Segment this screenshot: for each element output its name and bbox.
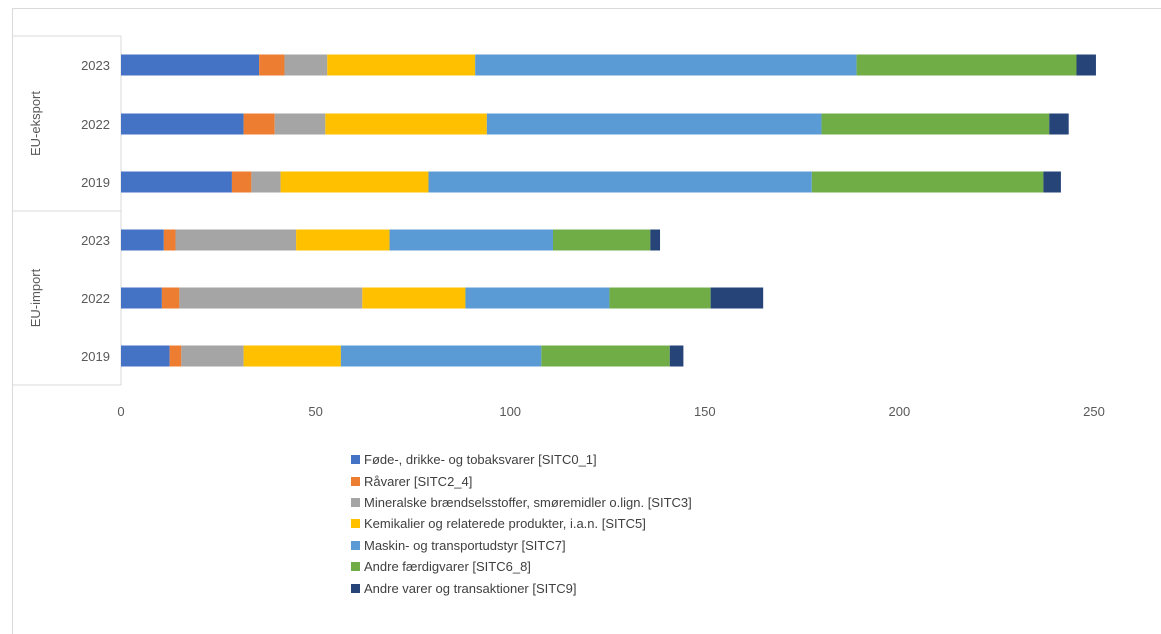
bar-segment [161,287,180,309]
bar-segment [710,287,764,309]
bar-segment [121,229,164,251]
legend-label: Maskin- og transportudstyr [SITC7] [364,537,566,553]
legend-swatch [351,455,360,465]
bar-segment [340,345,542,367]
x-tick-label: 0 [117,404,124,419]
legend-label: Andre færdigvarer [SITC6_8] [364,559,531,575]
legend-item: Føde-, drikke- og tobaksvarer [SITC0_1] [351,449,692,470]
group-label: EU-eksport [28,91,43,156]
bar-segment [475,54,857,76]
legend-item: Råvarer [SITC2_4] [351,470,692,491]
legend-label: Mineralske brændselsstoffer, smøremidler… [364,494,692,510]
bar-segment [389,229,554,251]
bar-segment [231,171,252,193]
y-category-label: 2019 [81,349,110,364]
axes [12,35,122,386]
bar-segment [121,287,162,309]
bar-segment [1076,54,1096,76]
x-tick-label: 50 [308,404,322,419]
bar-segment [362,287,466,309]
y-category-label: 2022 [81,117,110,132]
bar-segment [280,171,429,193]
y-category-label: 2019 [81,175,110,190]
legend-swatch [351,476,360,486]
x-tick-label: 250 [1083,404,1105,419]
legend-item: Andre færdigvarer [SITC6_8] [351,556,692,577]
bar-segment [553,229,651,251]
legend-label: Kemikalier og relaterede produkter, i.a.… [364,516,646,532]
bar-segment [325,113,487,135]
legend-swatch [351,583,360,593]
bar-segment [121,113,244,135]
legend-label: Råvarer [SITC2_4] [364,473,473,489]
bar-segment [669,345,684,367]
bars [121,54,1096,367]
legend-item: Maskin- og transportudstyr [SITC7] [351,535,692,556]
bar-segment [121,54,260,76]
bar-segment [121,171,232,193]
bar-segment [169,345,182,367]
legend-item: Kemikalier og relaterede produkter, i.a.… [351,513,692,534]
bar-segment [181,345,244,367]
bar-segment [284,54,328,76]
bar-segment [121,345,170,367]
legend-swatch [351,519,360,529]
bar-segment [856,54,1077,76]
bar-segment [175,229,297,251]
legend: Føde-, drikke- og tobaksvarer [SITC0_1] R… [351,449,692,599]
y-category-label: 2023 [81,233,110,248]
bar-segment [1049,113,1069,135]
legend-label: Føde-, drikke- og tobaksvarer [SITC0_1] [364,452,597,468]
labels: 0 50 100 150 200 250 2023 2022 2019 2023 2022 2019 E… [28,58,1105,419]
bar-segment [179,287,363,309]
legend-item: Mineralske brændselsstoffer, smøremidler… [351,492,692,513]
bar-segment [811,171,1044,193]
bar-segment [243,113,275,135]
y-category-label: 2023 [81,58,110,73]
bar-segment [650,229,661,251]
legend-label: Andre varer og transaktioner [SITC9] [364,580,577,596]
bar-segment [327,54,476,76]
bar-segment [609,287,711,309]
legend-swatch [351,540,360,550]
bar-segment [243,345,341,367]
legend-item: Andre varer og transaktioner [SITC9] [351,577,692,598]
bar-segment [251,171,281,193]
bar-segment [274,113,326,135]
legend-swatch [351,497,360,507]
bar-segment [465,287,610,309]
x-tick-label: 150 [694,404,716,419]
bar-segment [541,345,670,367]
x-tick-label: 100 [499,404,521,419]
bar-segment [821,113,1050,135]
group-label: EU-import [28,268,43,327]
legend-swatch [351,562,360,572]
bar-segment [428,171,812,193]
x-tick-label: 200 [889,404,911,419]
y-category-label: 2022 [81,291,110,306]
bar-segment [259,54,285,76]
bar-segment [1043,171,1061,193]
bar-segment [163,229,176,251]
bar-segment [486,113,822,135]
chart-frame [12,8,1161,634]
bar-segment [296,229,390,251]
